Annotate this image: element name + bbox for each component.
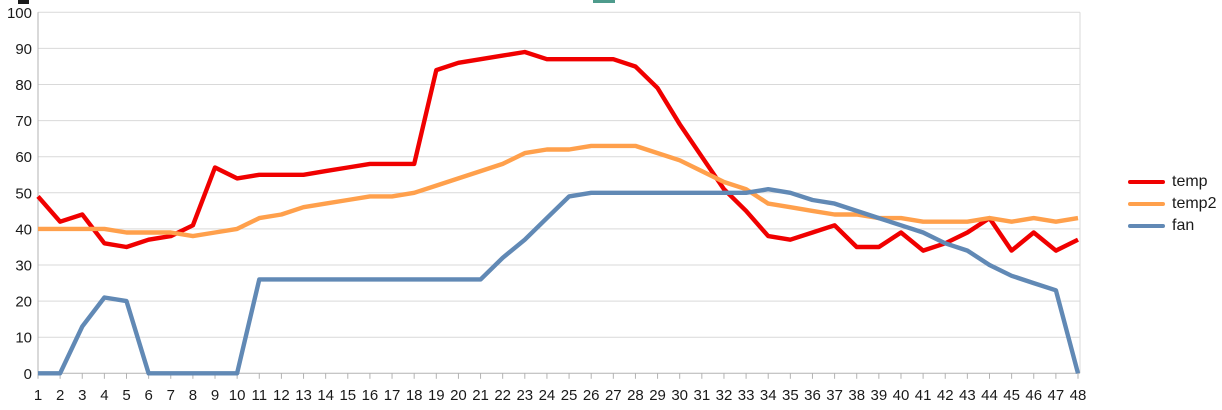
y-axis-tick-label: 0 (24, 366, 32, 383)
legend-label-fan: fan (1172, 217, 1195, 234)
series-line-temp (36, 49, 1079, 253)
x-axis-tick-label: 12 (273, 387, 290, 404)
x-axis-tick-label: 1 (34, 387, 42, 404)
legend-item-temp2: temp2 (1128, 193, 1216, 215)
x-axis-tick-label: 23 (516, 387, 533, 404)
legend-label-temp: temp (1172, 173, 1208, 190)
x-axis-tick-label: 39 (871, 387, 888, 404)
x-axis-tick-label: 6 (144, 387, 152, 404)
x-axis-tick-label: 3 (78, 387, 86, 404)
x-axis-tick-label: 47 (1048, 387, 1065, 404)
x-axis-tick-label: 20 (450, 387, 467, 404)
legend-item-fan: fan (1128, 215, 1216, 237)
x-axis-tick-label: 9 (211, 387, 219, 404)
x-axis-tick-label: 48 (1070, 387, 1087, 404)
y-axis-tick-label: 60 (15, 149, 32, 166)
legend-label-temp2: temp2 (1172, 195, 1217, 212)
x-axis-tick-label: 17 (384, 387, 401, 404)
x-axis-tick-label: 28 (627, 387, 644, 404)
chart-legend: temp temp2 fan (1128, 171, 1216, 237)
x-axis-tick-label: 16 (362, 387, 379, 404)
x-axis-tick-label: 22 (494, 387, 511, 404)
x-axis-tick-label: 41 (915, 387, 932, 404)
x-axis-tick-label: 36 (804, 387, 821, 404)
x-axis-tick-label: 30 (671, 387, 688, 404)
x-axis-tick-label: 32 (716, 387, 733, 404)
cropped-toolbar-remnant (593, 0, 615, 3)
x-axis-tick-label: 11 (251, 387, 267, 404)
x-axis-tick-label: 5 (122, 387, 130, 404)
x-axis-tick-label: 37 (826, 387, 843, 404)
x-axis-tick-label: 45 (1003, 387, 1020, 404)
x-axis-tick-label: 10 (229, 387, 246, 404)
y-axis-tick-label: 40 (15, 221, 32, 238)
legend-item-temp: temp (1128, 171, 1216, 193)
y-axis-tick-label: 30 (15, 258, 32, 275)
series-line-fan (38, 186, 1081, 376)
y-axis-tick-label: 20 (15, 294, 32, 311)
x-axis-tick-label: 26 (583, 387, 600, 404)
x-axis-tick-label: 31 (693, 387, 710, 404)
x-axis-tick-label: 27 (605, 387, 622, 404)
x-axis-tick-label: 4 (100, 387, 108, 404)
x-axis-tick-label: 29 (649, 387, 666, 404)
x-axis-tick-label: 18 (406, 387, 423, 404)
x-axis-tick-label: 14 (317, 387, 334, 404)
x-axis-tick-label: 2 (56, 387, 64, 404)
y-axis-tick-label: 100 (7, 5, 32, 22)
x-axis-tick-label: 15 (339, 387, 356, 404)
y-axis-tick-label: 90 (15, 41, 32, 58)
y-axis-tick-label: 10 (15, 330, 32, 347)
x-axis-tick-label: 24 (539, 387, 556, 404)
x-axis-tick-label: 38 (848, 387, 865, 404)
x-axis-tick-label: 13 (295, 387, 312, 404)
x-axis-tick-label: 25 (561, 387, 578, 404)
legend-swatch-temp (1128, 180, 1165, 184)
legend-swatch-temp2 (1128, 202, 1165, 206)
cropped-title-remnant (18, 0, 29, 4)
x-axis-tick-label: 42 (937, 387, 954, 404)
series-line-temp2 (38, 143, 1079, 239)
x-axis-tick-label: 33 (738, 387, 755, 404)
x-axis-tick-label: 7 (167, 387, 175, 404)
x-axis-tick-label: 19 (428, 387, 445, 404)
x-axis-tick-label: 35 (782, 387, 799, 404)
x-axis-tick-label: 46 (1025, 387, 1042, 404)
x-axis-tick-label: 8 (189, 387, 197, 404)
y-axis-tick-label: 80 (15, 77, 32, 94)
x-axis-tick-label: 43 (959, 387, 976, 404)
y-axis-tick-label: 50 (15, 185, 32, 202)
y-axis-tick-label: 70 (15, 113, 32, 130)
legend-swatch-fan (1128, 224, 1165, 228)
x-axis-tick-label: 21 (472, 387, 489, 404)
x-axis-tick-label: 44 (981, 387, 998, 404)
x-axis-tick-label: 40 (893, 387, 910, 404)
x-axis-tick-label: 34 (760, 387, 777, 404)
